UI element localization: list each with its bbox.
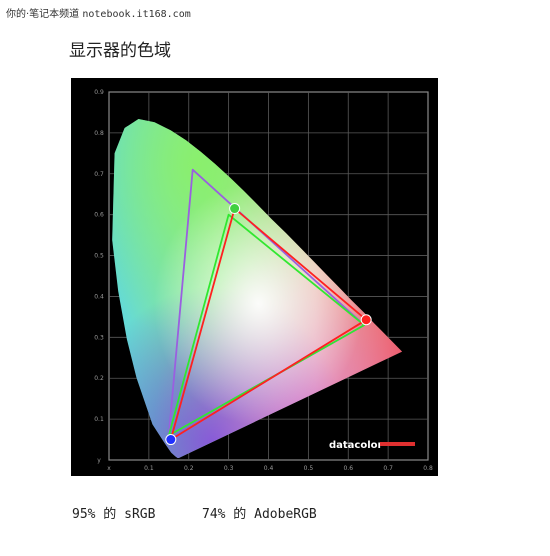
cie-chart: x 0.1 0.2 0.3 0.4 0.5 0.6 0.7 0.8 y 0.1 0.2 0.3 0.4 0.… (71, 78, 438, 476)
y-tick-label: 0.3 (94, 334, 104, 341)
watermark-prefix: 你的·笔记本频道 (6, 9, 80, 20)
x-tick-label: 0.6 (343, 465, 353, 472)
primary-point-blue (165, 434, 177, 446)
y-tick-label: 0.2 (94, 375, 104, 382)
watermark: 你的·笔记本频道 notebook.it168.com (6, 5, 191, 20)
y-tick-label: 0.6 (94, 212, 104, 219)
x-tick-label: 0.1 (144, 465, 154, 472)
watermark-site: notebook.it168.com (82, 9, 191, 20)
datacolor-logo: datacolor (329, 440, 415, 451)
y-tick-label: y (97, 457, 101, 464)
axis-ticks: x 0.1 0.2 0.3 0.4 0.5 0.6 0.7 0.8 y 0.1 0.2 0.3 0.4 0.… (94, 89, 433, 472)
primary-point-red (360, 314, 372, 326)
y-tick-label: 0.4 (94, 293, 104, 300)
y-tick-label: 0.5 (94, 253, 104, 260)
y-tick-label: 0.7 (94, 171, 104, 178)
primary-point-green (229, 203, 241, 215)
logo-text: datacolor (329, 440, 383, 451)
x-tick-label: 0.4 (264, 465, 274, 472)
x-tick-label: x (107, 465, 111, 472)
cie-chromaticity-svg: x 0.1 0.2 0.3 0.4 0.5 0.6 0.7 0.8 y 0.1 0.2 0.3 0.4 0.… (71, 78, 438, 476)
y-tick-label: 0.1 (94, 416, 104, 423)
gamut-triangles (167, 168, 368, 441)
primary-points (165, 203, 372, 446)
x-tick-label: 0.5 (304, 465, 314, 472)
caption-srgb: 95% 的 sRGB (72, 507, 156, 522)
page-title: 显示器的色域 (69, 41, 171, 61)
logo-bar (380, 442, 415, 446)
caption-adobergb: 74% 的 AdobeRGB (202, 507, 317, 522)
x-tick-label: 0.2 (184, 465, 194, 472)
y-tick-label: 0.8 (94, 130, 104, 137)
measured-gamut-triangle (169, 207, 368, 441)
x-tick-label: 0.3 (224, 465, 234, 472)
x-tick-label: 0.8 (423, 465, 433, 472)
y-tick-label: 0.9 (94, 89, 104, 96)
x-tick-label: 0.7 (383, 465, 393, 472)
